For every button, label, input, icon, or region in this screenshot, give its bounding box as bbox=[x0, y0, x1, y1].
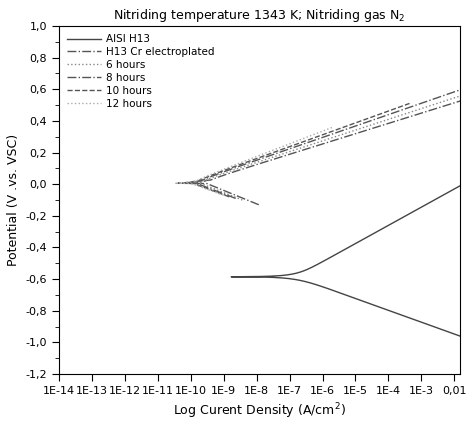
Title: Nitriding temperature 1343 K; Nitriding gas N$_2$: Nitriding temperature 1343 K; Nitriding … bbox=[113, 7, 406, 24]
Line: 10 hours: 10 hours bbox=[178, 104, 410, 197]
8 hours bbox=[212, 188, 218, 193]
6 hours bbox=[415, 107, 421, 112]
Line: H13 Cr electroplated: H13 Cr electroplated bbox=[189, 48, 474, 205]
Line: 12 hours: 12 hours bbox=[175, 127, 333, 195]
6 hours bbox=[403, 111, 409, 116]
10 hours bbox=[312, 135, 318, 140]
10 hours bbox=[371, 114, 376, 119]
H13 Cr electroplated bbox=[256, 202, 262, 207]
H13 Cr electroplated bbox=[445, 102, 450, 107]
12 hours bbox=[260, 152, 266, 157]
12 hours bbox=[266, 149, 272, 155]
8 hours bbox=[233, 196, 238, 201]
8 hours bbox=[364, 119, 370, 125]
Line: AISI H13: AISI H13 bbox=[231, 143, 474, 351]
H13 Cr electroplated bbox=[232, 193, 238, 198]
AISI H13 bbox=[406, 211, 411, 217]
Legend: AISI H13, H13 Cr electroplated, 6 hours, 8 hours, 10 hours, 12 hours: AISI H13, H13 Cr electroplated, 6 hours,… bbox=[64, 31, 218, 112]
10 hours bbox=[407, 101, 412, 106]
10 hours bbox=[305, 137, 310, 143]
10 hours bbox=[211, 188, 217, 193]
X-axis label: Log Curent Density (A/cm$^2$): Log Curent Density (A/cm$^2$) bbox=[173, 401, 346, 421]
8 hours bbox=[431, 96, 437, 101]
AISI H13 bbox=[314, 282, 319, 287]
12 hours bbox=[221, 193, 227, 198]
8 hours bbox=[374, 116, 380, 121]
Y-axis label: Potential (V .vs. VSC): Potential (V .vs. VSC) bbox=[7, 134, 20, 266]
12 hours bbox=[287, 141, 293, 146]
8 hours bbox=[385, 112, 391, 117]
AISI H13 bbox=[356, 297, 362, 302]
AISI H13 bbox=[451, 187, 457, 192]
Line: 8 hours: 8 hours bbox=[181, 67, 474, 199]
12 hours bbox=[330, 125, 336, 130]
8 hours bbox=[471, 83, 474, 88]
10 hours bbox=[344, 123, 350, 128]
6 hours bbox=[239, 197, 245, 202]
Line: 6 hours: 6 hours bbox=[185, 51, 474, 200]
H13 Cr electroplated bbox=[417, 111, 422, 116]
H13 Cr electroplated bbox=[430, 107, 436, 112]
10 hours bbox=[227, 194, 232, 199]
12 hours bbox=[305, 134, 311, 139]
AISI H13 bbox=[335, 289, 340, 294]
10 hours bbox=[298, 140, 304, 145]
6 hours bbox=[217, 188, 222, 193]
12 hours bbox=[209, 188, 215, 193]
6 hours bbox=[429, 103, 435, 108]
12 hours bbox=[256, 153, 262, 158]
